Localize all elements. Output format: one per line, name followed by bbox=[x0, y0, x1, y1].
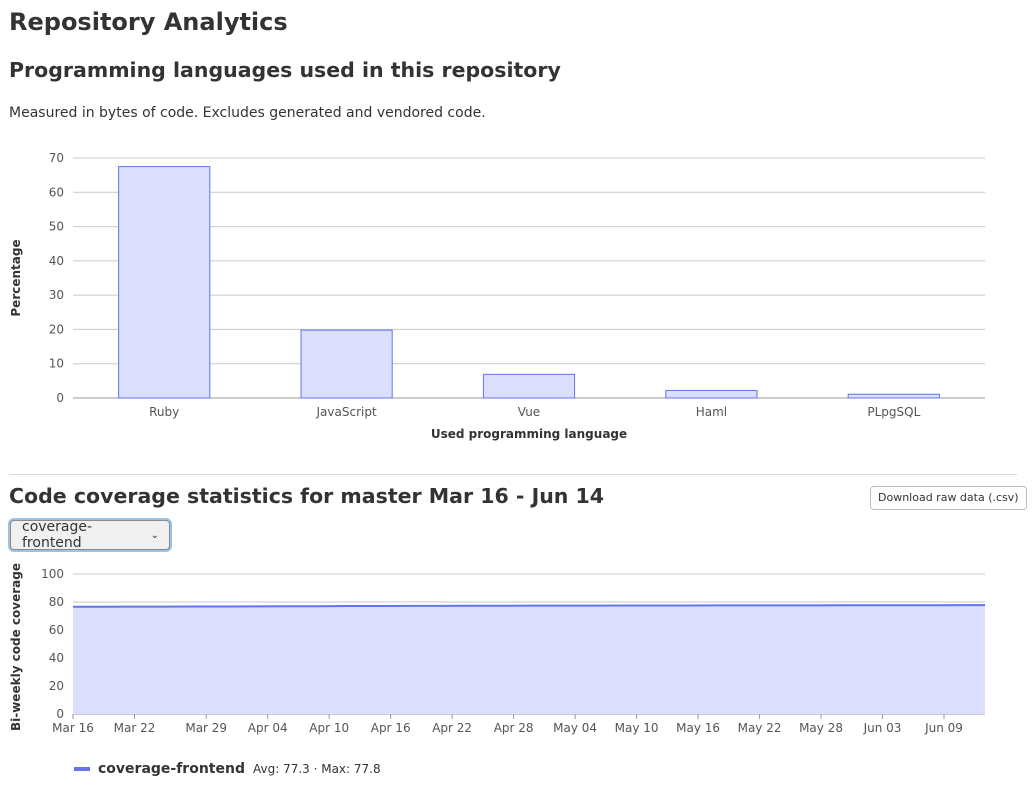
x-tick-label: Apr 16 bbox=[371, 721, 411, 735]
y-tick-label: 0 bbox=[56, 707, 64, 721]
x-tick-label: Ruby bbox=[149, 405, 179, 419]
y-tick-label: 80 bbox=[49, 595, 64, 609]
y-tick-label: 100 bbox=[41, 567, 64, 581]
download-csv-button[interactable]: Download raw data (.csv) bbox=[870, 486, 1027, 510]
x-tick-label: Mar 22 bbox=[114, 721, 156, 735]
y-tick-label: 40 bbox=[49, 254, 64, 268]
section-divider bbox=[9, 474, 1017, 475]
y-axis-title: Bi-weekly code coverage bbox=[9, 563, 23, 731]
legend-series-stats: Avg: 77.3 · Max: 77.8 bbox=[252, 762, 381, 776]
x-tick-label: Apr 22 bbox=[432, 721, 472, 735]
y-tick-label: 30 bbox=[49, 288, 64, 302]
y-tick-label: 20 bbox=[49, 322, 64, 336]
x-tick-label: Apr 04 bbox=[248, 721, 288, 735]
x-axis-title: Used programming language bbox=[431, 427, 627, 441]
coverage-line bbox=[73, 604, 985, 608]
x-tick-label: Jun 09 bbox=[924, 721, 963, 735]
job-select-value: coverage-frontend bbox=[22, 519, 93, 551]
y-tick-label: 60 bbox=[49, 623, 64, 637]
x-tick-label: Haml bbox=[696, 405, 727, 419]
y-tick-label: 60 bbox=[49, 185, 64, 199]
x-tick-label: May 16 bbox=[676, 721, 720, 735]
legend-swatch bbox=[74, 767, 90, 771]
y-tick-label: 20 bbox=[49, 679, 64, 693]
x-tick-label: PLpgSQL bbox=[867, 405, 920, 419]
coverage-area-chart: 0 20 40 60 80 100 Mar 16 Mar 22 Mar 29 Apr 04 Apr … bbox=[9, 563, 985, 735]
x-tick-label: Mar 29 bbox=[185, 721, 227, 735]
x-tick-label: Vue bbox=[518, 405, 540, 419]
coverage-legend: coverage-frontend Avg: 77.3 · Max: 77.8 bbox=[74, 761, 381, 777]
y-tick-label: 0 bbox=[56, 391, 64, 405]
x-tick-label: May 04 bbox=[553, 721, 597, 735]
x-tick-label: May 22 bbox=[738, 721, 782, 735]
x-tick-label: Apr 10 bbox=[309, 721, 349, 735]
bar-vue bbox=[482, 373, 576, 399]
y-tick-label: 40 bbox=[49, 651, 64, 665]
y-tick-label: 70 bbox=[49, 151, 64, 165]
languages-section-title: Programming languages used in this repos… bbox=[9, 58, 561, 82]
coverage-area bbox=[73, 605, 985, 714]
x-tick-label: May 28 bbox=[799, 721, 843, 735]
languages-bar-chart: 0 10 20 30 40 50 60 70 Ruby JavaScript Vue Haml PLpg… bbox=[9, 151, 985, 441]
bar-haml bbox=[665, 389, 758, 399]
job-select-dropdown[interactable]: coverage-frontend ⌄ bbox=[10, 519, 170, 551]
y-axis-title: Percentage bbox=[9, 239, 23, 316]
bar-plpgsql bbox=[847, 393, 940, 399]
y-tick-label: 50 bbox=[49, 220, 64, 234]
x-tick-label: JavaScript bbox=[316, 405, 377, 419]
languages-description: Measured in bytes of code. Excludes gene… bbox=[9, 105, 486, 121]
coverage-section-title: Code coverage statistics for master Mar … bbox=[9, 484, 605, 508]
x-tick-label: Apr 28 bbox=[494, 721, 534, 735]
legend-series-name[interactable]: coverage-frontend bbox=[98, 761, 245, 777]
bar-javascript bbox=[300, 329, 393, 399]
bar-ruby bbox=[118, 166, 211, 399]
y-tick-label: 10 bbox=[49, 357, 64, 371]
x-tick-label: Jun 03 bbox=[863, 721, 902, 735]
chevron-down-icon: ⌄ bbox=[150, 529, 159, 541]
x-tick-label: May 10 bbox=[615, 721, 659, 735]
page-title: Repository Analytics bbox=[9, 8, 288, 36]
x-tick-label: Mar 16 bbox=[52, 721, 94, 735]
